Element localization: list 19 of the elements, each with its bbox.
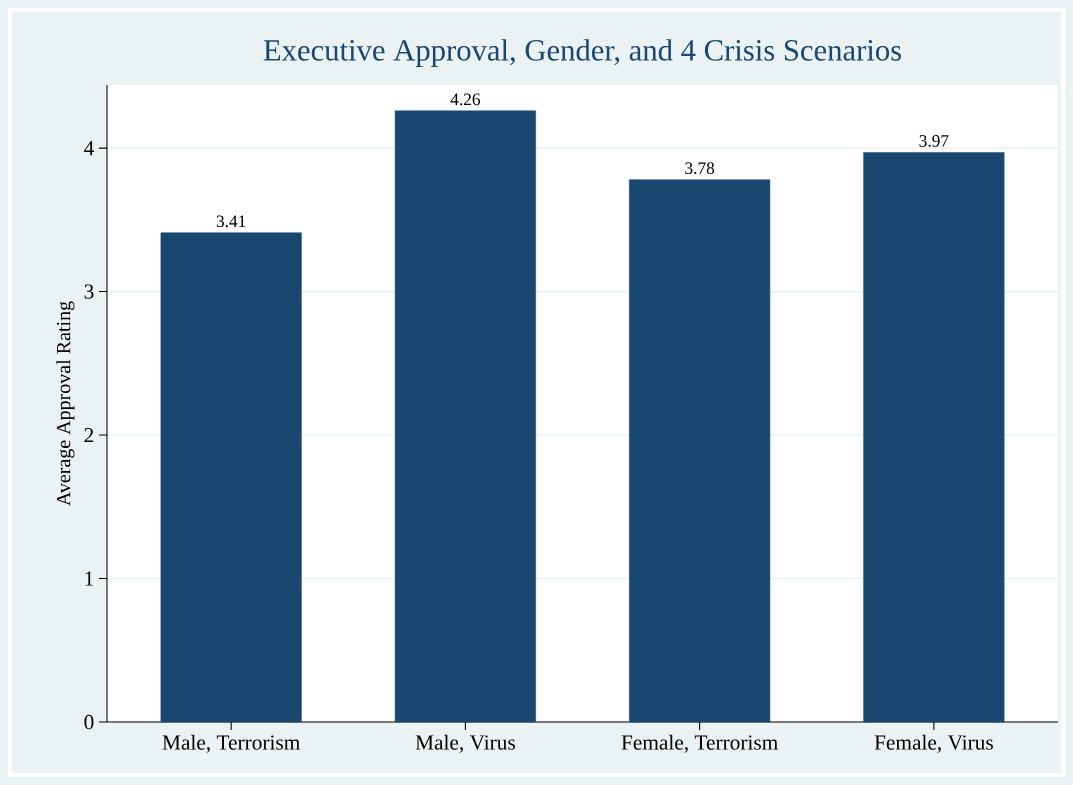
x-tick-label: Male, Terrorism	[162, 734, 300, 753]
y-tick-label: 2	[84, 428, 94, 443]
data-label: 4.26	[450, 93, 481, 106]
x-tick-label: Female, Virus	[874, 734, 993, 753]
chart-title: Executive Approval, Gender, and 4 Crisis Scenarios	[263, 39, 902, 67]
data-label: 3.97	[919, 135, 949, 147]
x-tick-label: Female, Terrorism	[621, 734, 778, 753]
data-label: 3.78	[685, 162, 715, 175]
y-tick-label: 1	[85, 571, 94, 586]
bar	[160, 232, 302, 723]
bar	[394, 110, 536, 723]
y-tick-label: 4	[84, 141, 94, 156]
y-axis-title: Average Approval Rating	[56, 301, 75, 506]
data-label: 3.41	[216, 215, 246, 228]
y-tick-label: 0	[84, 714, 94, 730]
bar	[863, 152, 1005, 723]
x-tick-label: Male, Virus	[415, 734, 515, 753]
bar	[629, 179, 771, 723]
y-tick-label: 3	[84, 284, 94, 299]
